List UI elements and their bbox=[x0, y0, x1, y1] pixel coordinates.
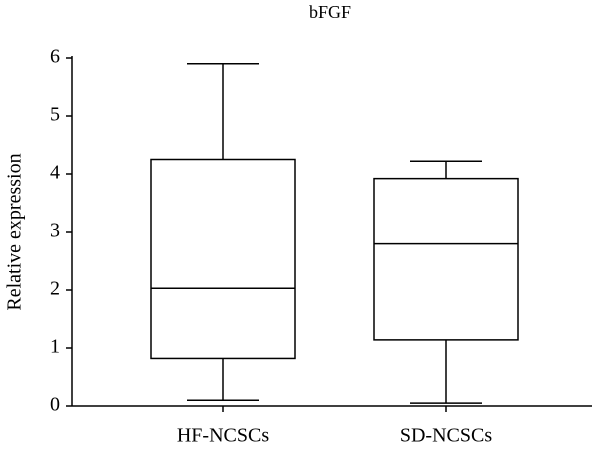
y-tick-label: 6 bbox=[50, 46, 60, 68]
y-tick-label: 5 bbox=[50, 104, 60, 126]
box bbox=[373, 177, 519, 341]
x-tick-label: SD-NCSCs bbox=[400, 425, 492, 447]
y-tick-label: 3 bbox=[50, 220, 60, 242]
y-axis-label: Relative expression bbox=[4, 153, 26, 310]
chart-title: bFGF bbox=[309, 2, 351, 22]
y-tick-label: 1 bbox=[50, 336, 60, 358]
y-tick-label: 4 bbox=[50, 162, 60, 184]
x-tick-label: HF-NCSCs bbox=[177, 425, 269, 447]
box bbox=[150, 158, 296, 360]
y-tick-label: 2 bbox=[50, 278, 60, 300]
y-tick-label: 0 bbox=[50, 394, 60, 416]
